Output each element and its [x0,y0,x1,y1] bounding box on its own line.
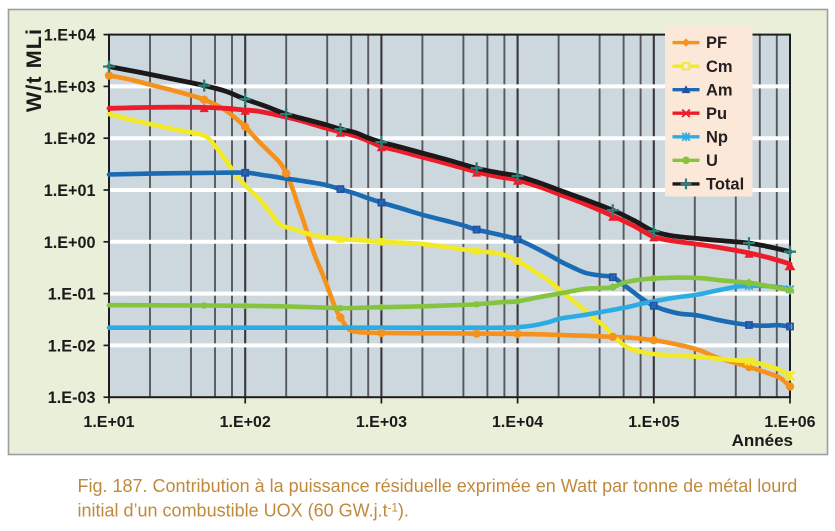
svg-text:Fig. 187. Contribution à la pu: Fig. 187. Contribution à la puissance ré… [78,476,798,496]
svg-text:Pu: Pu [706,105,727,123]
svg-text:Années: Années [732,431,793,450]
svg-text:Total: Total [706,176,744,194]
svg-text:1.E+03: 1.E+03 [356,414,407,431]
svg-text:1.E+01: 1.E+01 [83,414,134,431]
svg-text:1.E-01: 1.E-01 [48,286,96,304]
svg-text:1.E-02: 1.E-02 [48,337,96,355]
svg-text:1.E+05: 1.E+05 [628,414,679,431]
svg-text:Np: Np [706,128,728,146]
svg-text:U: U [706,152,718,170]
svg-text:1.E+06: 1.E+06 [764,414,815,431]
svg-text:1.E+04: 1.E+04 [492,414,543,431]
svg-text:W/t MLi: W/t MLi [22,28,46,112]
svg-text:Am: Am [706,81,733,99]
svg-text:1.E+00: 1.E+00 [44,234,96,252]
svg-text:1.E+02: 1.E+02 [44,130,96,148]
svg-text:1.E+02: 1.E+02 [220,414,271,431]
svg-text:1.E+03: 1.E+03 [44,78,96,96]
svg-text:Cm: Cm [706,58,733,76]
svg-text:PF: PF [706,34,727,52]
svg-text:1.E-03: 1.E-03 [48,389,96,407]
svg-text:1.E+01: 1.E+01 [44,182,96,200]
svg-text:1.E+04: 1.E+04 [44,27,96,45]
svg-text:initial d’un combustible UOX (: initial d’un combustible UOX (60 GW.j.t-… [78,501,409,521]
